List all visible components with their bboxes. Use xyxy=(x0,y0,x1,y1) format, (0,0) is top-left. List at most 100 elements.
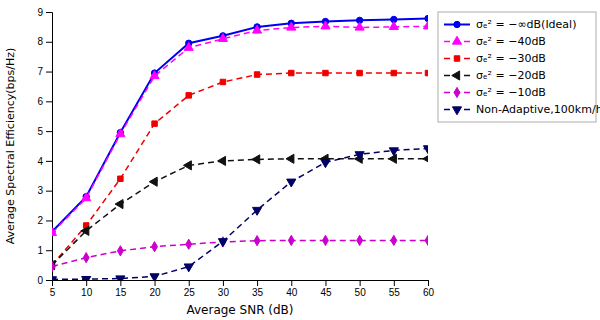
legend-item: σₑ² = −10dB xyxy=(444,86,546,99)
y-tick-mark xyxy=(46,131,52,132)
y-tick: 8 xyxy=(37,36,52,47)
x-tick: 45 xyxy=(320,280,332,298)
line xyxy=(52,19,428,232)
x-axis-title: Average SNR (dB) xyxy=(186,303,293,317)
series xyxy=(52,21,428,236)
series xyxy=(52,146,428,280)
x-tick-label: 55 xyxy=(389,287,401,298)
point xyxy=(81,226,89,235)
point xyxy=(218,239,227,247)
y-tick-label: 5 xyxy=(37,126,43,137)
x-tick: 30 xyxy=(218,280,230,298)
point xyxy=(115,200,123,209)
y-tick-label: 8 xyxy=(37,36,43,47)
y-tick-mark xyxy=(46,161,52,162)
point xyxy=(286,154,294,163)
x-tick-mark xyxy=(86,280,87,286)
series xyxy=(52,235,428,271)
x-axis: 51015202530354045505560 xyxy=(50,280,435,298)
line xyxy=(52,73,428,265)
point xyxy=(184,42,193,50)
x-tick-mark xyxy=(428,280,429,286)
x-tick-label: 30 xyxy=(218,287,230,298)
y-tick-mark xyxy=(46,101,52,102)
y-tick: 1 xyxy=(37,245,52,256)
point xyxy=(52,228,57,236)
point xyxy=(83,253,89,263)
point xyxy=(183,161,191,170)
x-tick-mark xyxy=(223,280,224,286)
x-tick-label: 20 xyxy=(149,287,161,298)
legend-label: σₑ² = −∞dB(Ideal) xyxy=(476,18,576,31)
series xyxy=(52,70,428,268)
point xyxy=(357,235,363,245)
point xyxy=(52,262,55,272)
point xyxy=(389,22,398,30)
point xyxy=(389,148,398,156)
point xyxy=(252,155,260,164)
line xyxy=(52,159,428,265)
legend-marker xyxy=(454,87,460,97)
y-tick-label: 4 xyxy=(37,156,43,167)
x-tick: 25 xyxy=(184,280,196,298)
x-tick: 55 xyxy=(389,280,401,298)
y-tick-label: 0 xyxy=(37,275,43,286)
legend-marker xyxy=(454,21,460,27)
y-axis-title: Average Spectral Efficiency(bps/Hz) xyxy=(4,48,17,245)
y-tick-label: 2 xyxy=(37,215,43,226)
x-tick: 20 xyxy=(149,280,161,298)
line xyxy=(52,148,428,279)
y-tick: 7 xyxy=(37,66,52,77)
y-tick: 4 xyxy=(37,156,52,167)
point xyxy=(287,179,296,187)
y-tick-mark xyxy=(46,280,52,281)
point xyxy=(186,93,191,98)
point xyxy=(117,246,123,256)
point xyxy=(82,276,91,280)
point xyxy=(289,70,294,75)
point xyxy=(220,79,225,84)
point xyxy=(425,235,428,245)
point xyxy=(254,236,260,246)
point xyxy=(218,156,226,165)
x-tick: 10 xyxy=(81,280,93,298)
y-tick-label: 7 xyxy=(37,66,43,77)
point xyxy=(150,274,159,280)
x-tick: 40 xyxy=(286,280,298,298)
y-tick-label: 3 xyxy=(37,185,43,196)
x-tick: 35 xyxy=(252,280,264,298)
plot-area xyxy=(52,15,428,280)
y-tick-mark xyxy=(46,42,52,43)
y-tick: 2 xyxy=(37,215,52,226)
y-axis: 0123456789 xyxy=(37,7,52,286)
legend-item: σₑ² = −40dB xyxy=(444,35,546,48)
y-tick: 5 xyxy=(37,126,52,137)
y-axis-line xyxy=(46,13,53,281)
legend-label: σₑ² = −10dB xyxy=(476,86,546,99)
point xyxy=(186,239,192,249)
y-tick-label: 1 xyxy=(37,245,43,256)
line xyxy=(52,26,428,233)
point xyxy=(391,70,396,75)
x-tick-label: 15 xyxy=(115,287,127,298)
x-tick: 15 xyxy=(115,280,127,298)
point xyxy=(423,154,428,163)
x-tick-mark xyxy=(325,280,326,286)
x-tick-mark xyxy=(360,280,361,286)
x-tick-label: 5 xyxy=(50,287,56,298)
legend-marker xyxy=(454,56,459,61)
series xyxy=(52,15,428,235)
point xyxy=(357,70,362,75)
point xyxy=(323,235,329,245)
y-tick-mark xyxy=(46,220,52,221)
x-tick-label: 35 xyxy=(252,287,264,298)
legend-marker xyxy=(452,36,461,44)
legend-label: σₑ² = −40dB xyxy=(476,35,546,48)
x-tick-mark xyxy=(291,280,292,286)
point xyxy=(321,21,330,29)
y-tick-mark xyxy=(46,250,52,251)
x-tick: 5 xyxy=(50,280,56,298)
point xyxy=(355,152,364,160)
point xyxy=(218,34,227,42)
legend-item: σₑ² = −30dB xyxy=(444,52,546,65)
